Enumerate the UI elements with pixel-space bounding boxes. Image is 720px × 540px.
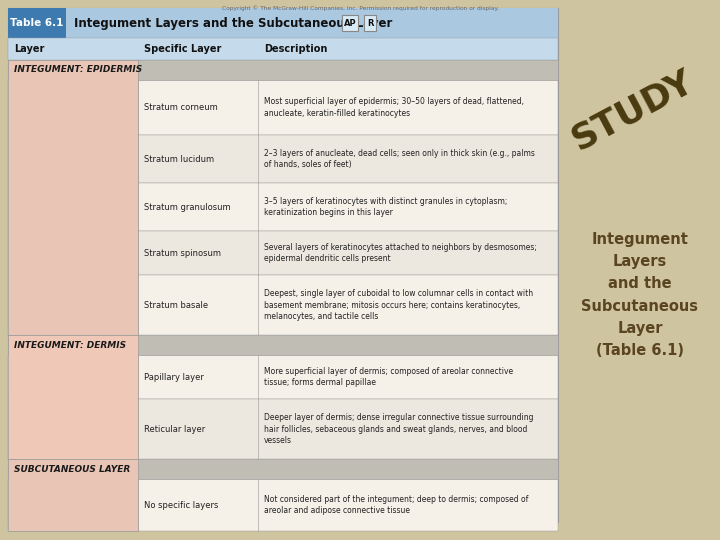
Bar	[560, 8, 720, 522]
Bar	[364, 15, 376, 31]
Bar	[342, 15, 358, 31]
Text: Deepest, single layer of cuboidal to low columnar cells in contact with
basement: Deepest, single layer of cuboidal to low…	[264, 289, 533, 321]
Text: No specific layers: No specific layers	[144, 501, 218, 510]
Bar	[8, 8, 66, 38]
Text: SUBCUTANEOUS LAYER: SUBCUTANEOUS LAYER	[14, 464, 130, 474]
Text: AP: AP	[343, 18, 356, 28]
Bar	[8, 38, 558, 60]
Text: Stratum spinosum: Stratum spinosum	[144, 248, 221, 258]
Text: Most superficial layer of epidermis; 30–50 layers of dead, flattened,
anucleate,: Most superficial layer of epidermis; 30–…	[264, 97, 524, 118]
Text: R: R	[366, 18, 373, 28]
Text: 3–5 layers of keratinocytes with distinct granules in cytoplasm;
keratinization : 3–5 layers of keratinocytes with distinc…	[264, 197, 508, 217]
Text: 2–3 layers of anucleate, dead cells; seen only in thick skin (e.g., palms
of han: 2–3 layers of anucleate, dead cells; see…	[264, 149, 535, 169]
Text: More superficial layer of dermis; composed of areolar connective
tissue; forms d: More superficial layer of dermis; compos…	[264, 367, 513, 387]
Text: Description: Description	[264, 44, 328, 54]
Bar	[8, 459, 138, 531]
Text: Integument Layers and the Subcutaneous Layer: Integument Layers and the Subcutaneous L…	[74, 17, 392, 30]
Text: INTEGUMENT: DERMIS: INTEGUMENT: DERMIS	[14, 341, 126, 349]
Bar	[8, 8, 558, 522]
Text: INTEGUMENT: EPIDERMIS: INTEGUMENT: EPIDERMIS	[14, 65, 143, 75]
Text: Stratum lucidum: Stratum lucidum	[144, 154, 214, 164]
Text: Papillary layer: Papillary layer	[144, 373, 204, 381]
Text: Stratum basale: Stratum basale	[144, 300, 208, 309]
Bar	[8, 135, 558, 183]
Text: Integument
Layers
and the
Subcutaneous
Layer
(Table 6.1): Integument Layers and the Subcutaneous L…	[582, 232, 698, 358]
Bar	[8, 399, 558, 459]
Text: Deeper layer of dermis; dense irregular connective tissue surrounding
hair folli: Deeper layer of dermis; dense irregular …	[264, 413, 534, 445]
Bar	[8, 231, 558, 275]
Text: Reticular layer: Reticular layer	[144, 424, 205, 434]
Text: Stratum corneum: Stratum corneum	[144, 103, 217, 112]
Text: Several layers of keratinocytes attached to neighbors by desmosomes;
epidermal d: Several layers of keratinocytes attached…	[264, 243, 537, 263]
Text: Specific Layer: Specific Layer	[144, 44, 221, 54]
Bar	[8, 183, 558, 231]
Bar	[8, 335, 138, 459]
Bar	[8, 459, 558, 479]
Bar	[66, 8, 558, 38]
Bar	[8, 335, 558, 355]
Text: STUDY: STUDY	[565, 64, 699, 157]
Bar	[8, 479, 558, 531]
Text: Copyright © The McGraw-Hill Companies, Inc. Permission required for reproduction: Copyright © The McGraw-Hill Companies, I…	[222, 5, 498, 11]
Bar	[8, 80, 558, 135]
Bar	[8, 60, 138, 335]
Text: Not considered part of the integument; deep to dermis; composed of
areolar and a: Not considered part of the integument; d…	[264, 495, 528, 515]
Text: Table 6.1: Table 6.1	[10, 18, 63, 28]
Bar	[8, 355, 558, 399]
Bar	[8, 275, 558, 335]
Bar	[8, 60, 558, 80]
Text: Stratum granulosum: Stratum granulosum	[144, 202, 230, 212]
Text: Layer: Layer	[14, 44, 45, 54]
